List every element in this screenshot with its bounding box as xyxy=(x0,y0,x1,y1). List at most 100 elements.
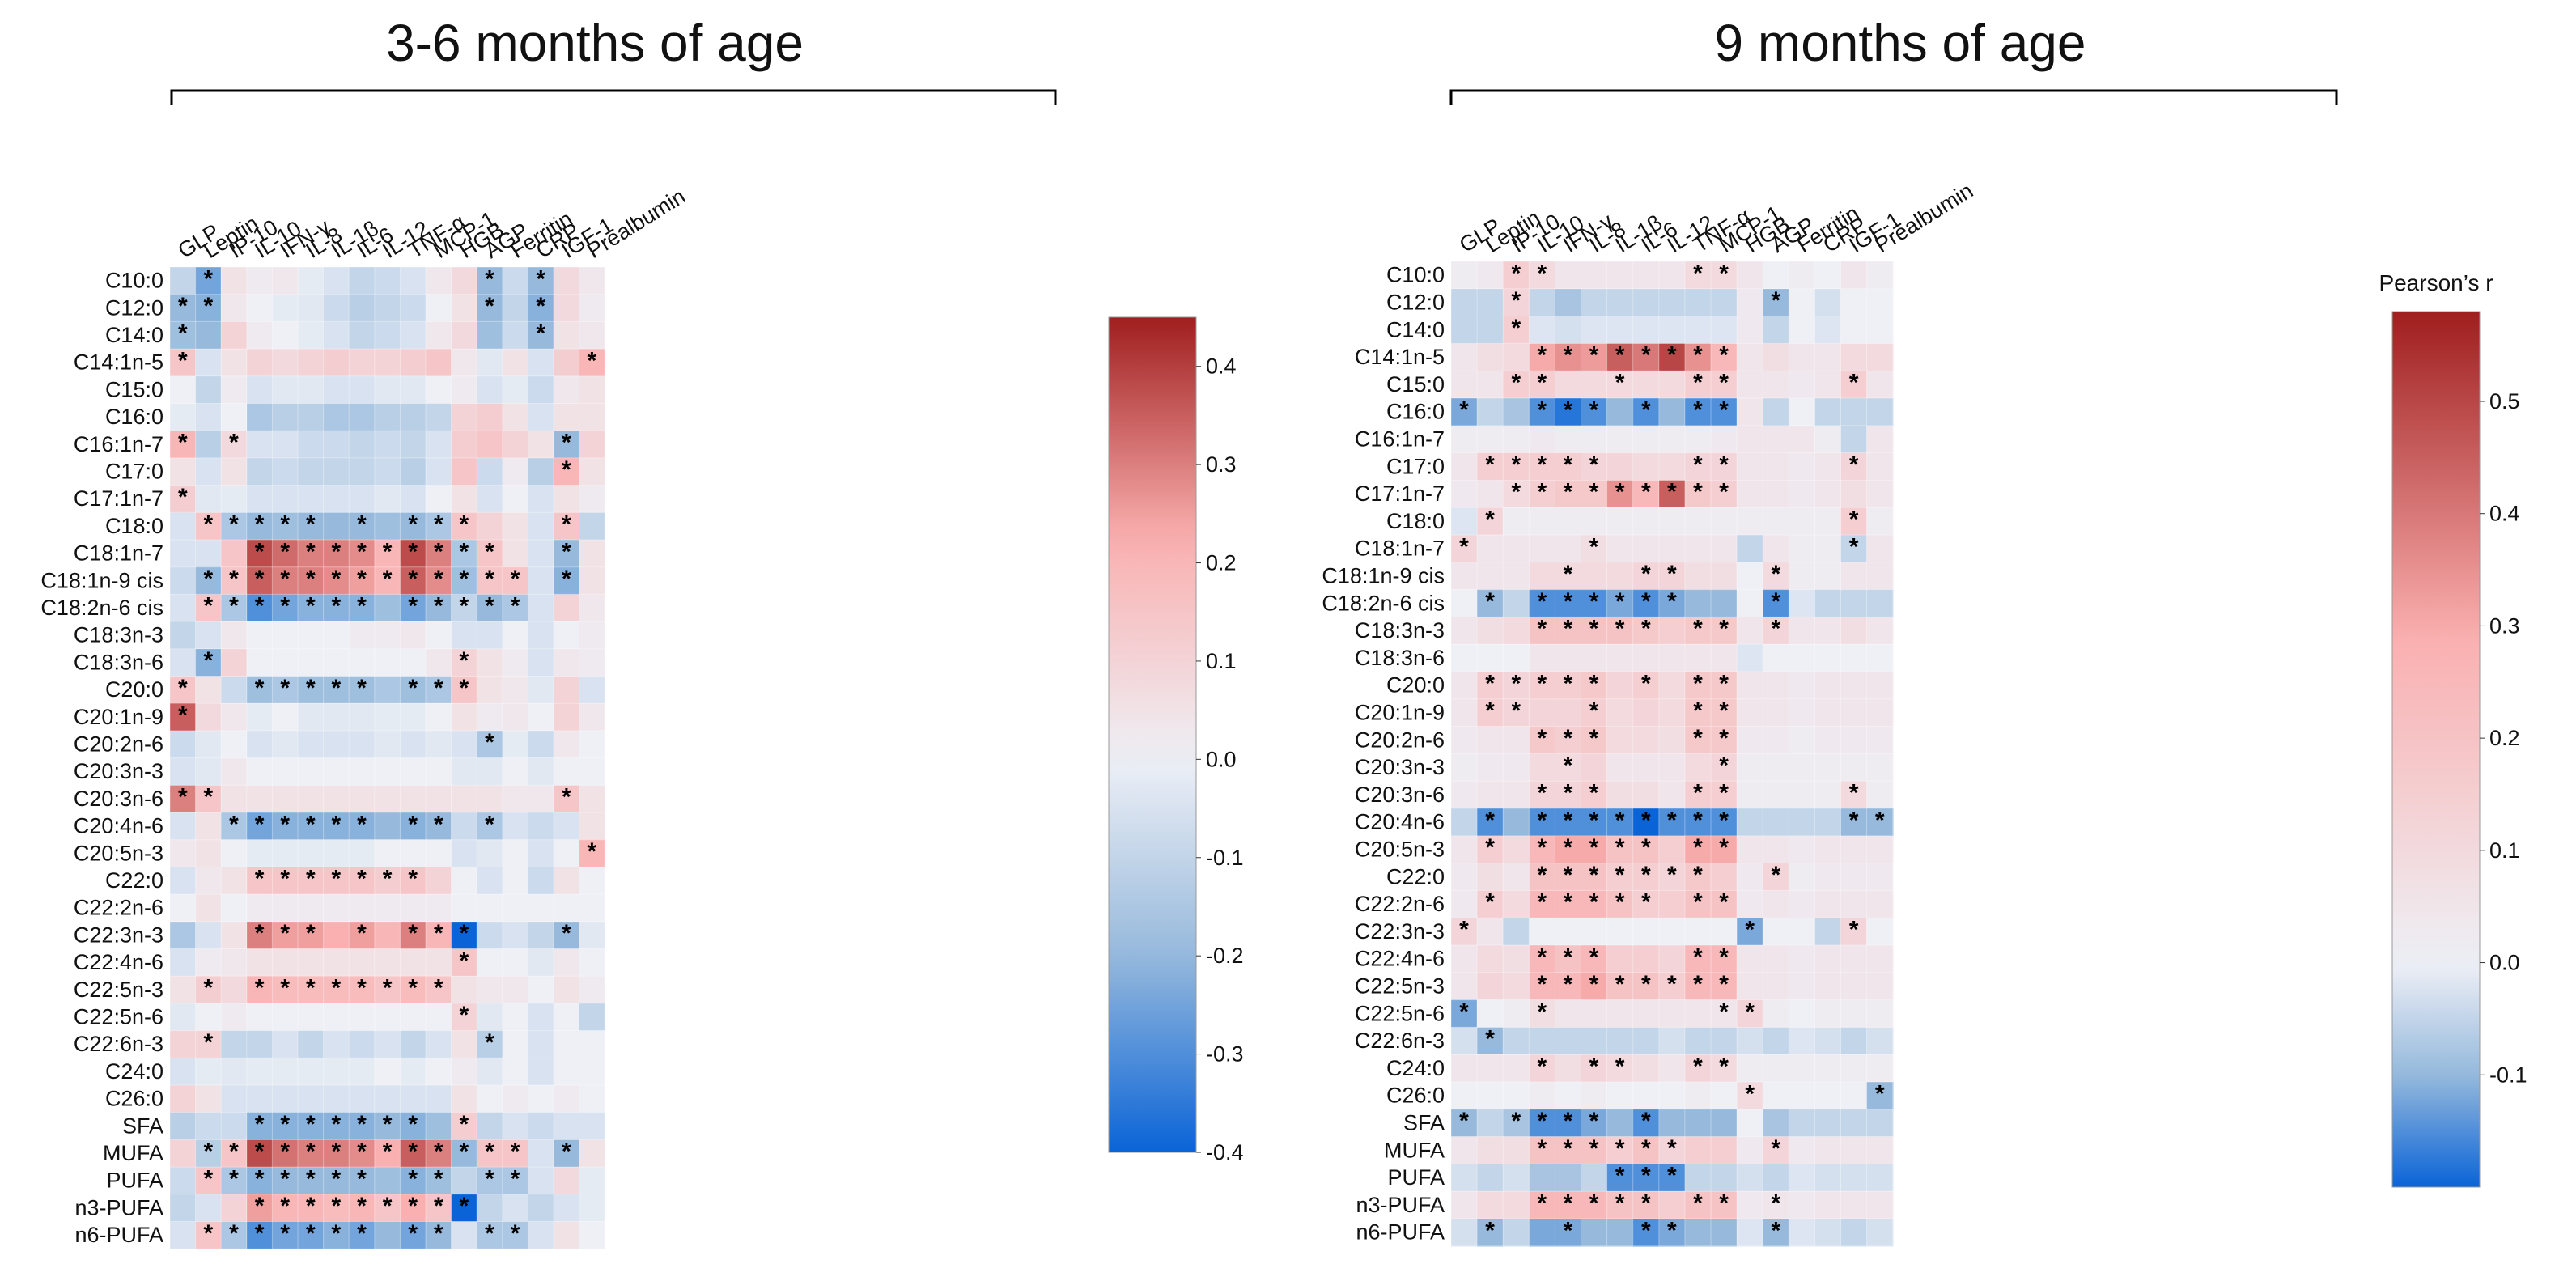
heatmap-cell xyxy=(221,512,248,541)
heatmap-cell xyxy=(1632,1219,1660,1247)
heatmap-cell xyxy=(451,1221,477,1249)
heatmap-cell xyxy=(1555,261,1582,290)
heatmap-cell xyxy=(1658,1219,1686,1247)
heatmap-cell xyxy=(1711,1109,1738,1138)
heatmap-cell xyxy=(195,676,222,704)
heatmap-cell xyxy=(1529,1191,1555,1219)
heatmap-cell xyxy=(1711,1027,1738,1055)
heatmap-cell xyxy=(374,1112,401,1140)
heatmap-cell xyxy=(1606,918,1634,946)
heatmap-cell xyxy=(272,403,299,431)
heatmap-cell xyxy=(477,1221,503,1249)
row-label: C22:6n-3 xyxy=(74,1032,163,1056)
row-label: C18:1n-7 xyxy=(74,541,163,566)
heatmap-cell xyxy=(554,566,580,595)
significance-star: * xyxy=(1511,479,1521,506)
heatmap-cell xyxy=(349,457,376,486)
heatmap-cell xyxy=(349,1167,376,1195)
heatmap-cell xyxy=(579,867,605,895)
heatmap-cell xyxy=(323,703,350,732)
heatmap-cell xyxy=(246,839,273,867)
heatmap-cell xyxy=(195,839,222,867)
heatmap-cell xyxy=(1451,890,1478,918)
heatmap-cell xyxy=(1529,1082,1555,1110)
significance-star: * xyxy=(1537,1054,1547,1080)
heatmap-cell xyxy=(1840,726,1868,754)
heatmap-cell xyxy=(1503,1054,1530,1083)
heatmap-cell xyxy=(1606,562,1634,591)
heatmap-cell xyxy=(426,1167,452,1195)
heatmap-cell xyxy=(1684,617,1712,645)
heatmap-cell xyxy=(1581,890,1608,918)
significance-star: * xyxy=(1693,1190,1703,1217)
heatmap-cell xyxy=(1866,425,1894,454)
heatmap-cell xyxy=(1737,343,1763,371)
heatmap-cell xyxy=(1503,999,1530,1028)
heatmap-cell xyxy=(1451,1219,1478,1247)
colorbar-tick-label: -0.1 xyxy=(2489,1063,2527,1087)
significance-star: * xyxy=(1641,1163,1651,1190)
heatmap-cell xyxy=(477,703,503,732)
heatmap-cell xyxy=(272,948,299,977)
significance-star: * xyxy=(229,1139,239,1165)
heatmap-cell xyxy=(298,948,325,977)
significance-star: * xyxy=(332,675,342,702)
heatmap-cell xyxy=(1529,535,1555,563)
heatmap-cell xyxy=(579,349,605,377)
heatmap-cell xyxy=(1684,261,1712,290)
heatmap-cell xyxy=(400,1194,427,1223)
heatmap-cell xyxy=(1737,1191,1763,1219)
heatmap-cell xyxy=(400,1003,427,1032)
heatmap-cell xyxy=(1658,371,1686,399)
heatmap-cell xyxy=(554,375,580,405)
heatmap-cell xyxy=(298,375,325,405)
heatmap-cell xyxy=(1529,288,1555,317)
heatmap-cell xyxy=(426,1221,452,1249)
heatmap-cell xyxy=(579,812,605,841)
heatmap-cell xyxy=(502,403,528,431)
heatmap-cell xyxy=(349,321,376,350)
heatmap-cell xyxy=(170,703,197,732)
significance-star: * xyxy=(1459,1108,1469,1135)
heatmap-cell xyxy=(1711,644,1738,672)
heatmap-cell xyxy=(477,1194,503,1223)
heatmap-cell xyxy=(170,294,197,322)
heatmap-cell xyxy=(1658,753,1686,782)
heatmap-cell xyxy=(1632,808,1660,837)
significance-star: * xyxy=(408,675,418,702)
significance-star: * xyxy=(1589,698,1599,724)
heatmap-cell xyxy=(349,1003,376,1032)
heatmap-cell xyxy=(1581,398,1608,426)
heatmap-cell xyxy=(246,267,273,295)
heatmap-cell xyxy=(323,1194,350,1223)
heatmap-cell xyxy=(195,1221,222,1249)
heatmap-cell xyxy=(374,812,401,841)
heatmap-cell xyxy=(579,1085,605,1113)
heatmap-cell xyxy=(195,730,222,759)
heatmap-cell xyxy=(1789,1164,1815,1192)
significance-star: * xyxy=(357,1139,367,1165)
heatmap-cell xyxy=(1606,1027,1634,1055)
heatmap-cell xyxy=(374,1167,401,1195)
significance-star: * xyxy=(1771,561,1780,587)
significance-star: * xyxy=(1564,1190,1573,1217)
significance-star: * xyxy=(408,1193,418,1219)
heatmap-cell xyxy=(374,1194,401,1223)
heatmap-cell xyxy=(1658,1164,1686,1192)
heatmap-cell xyxy=(1737,316,1763,344)
heatmap-cell xyxy=(1555,890,1582,918)
heatmap-cell xyxy=(1866,1219,1894,1247)
heatmap-cell xyxy=(349,676,376,704)
heatmap-cell xyxy=(502,1030,528,1058)
heatmap-cell xyxy=(1684,644,1712,672)
heatmap-cell xyxy=(272,867,299,895)
significance-star: * xyxy=(1641,397,1651,423)
heatmap-cell xyxy=(1606,1082,1634,1110)
significance-star: * xyxy=(536,265,545,292)
heatmap-cell xyxy=(1866,698,1894,727)
heatmap-cell xyxy=(374,294,401,322)
heatmap-cell xyxy=(1737,1027,1763,1055)
heatmap-cell xyxy=(1658,261,1686,290)
significance-star: * xyxy=(434,1193,443,1219)
heatmap-cell xyxy=(374,1221,401,1249)
